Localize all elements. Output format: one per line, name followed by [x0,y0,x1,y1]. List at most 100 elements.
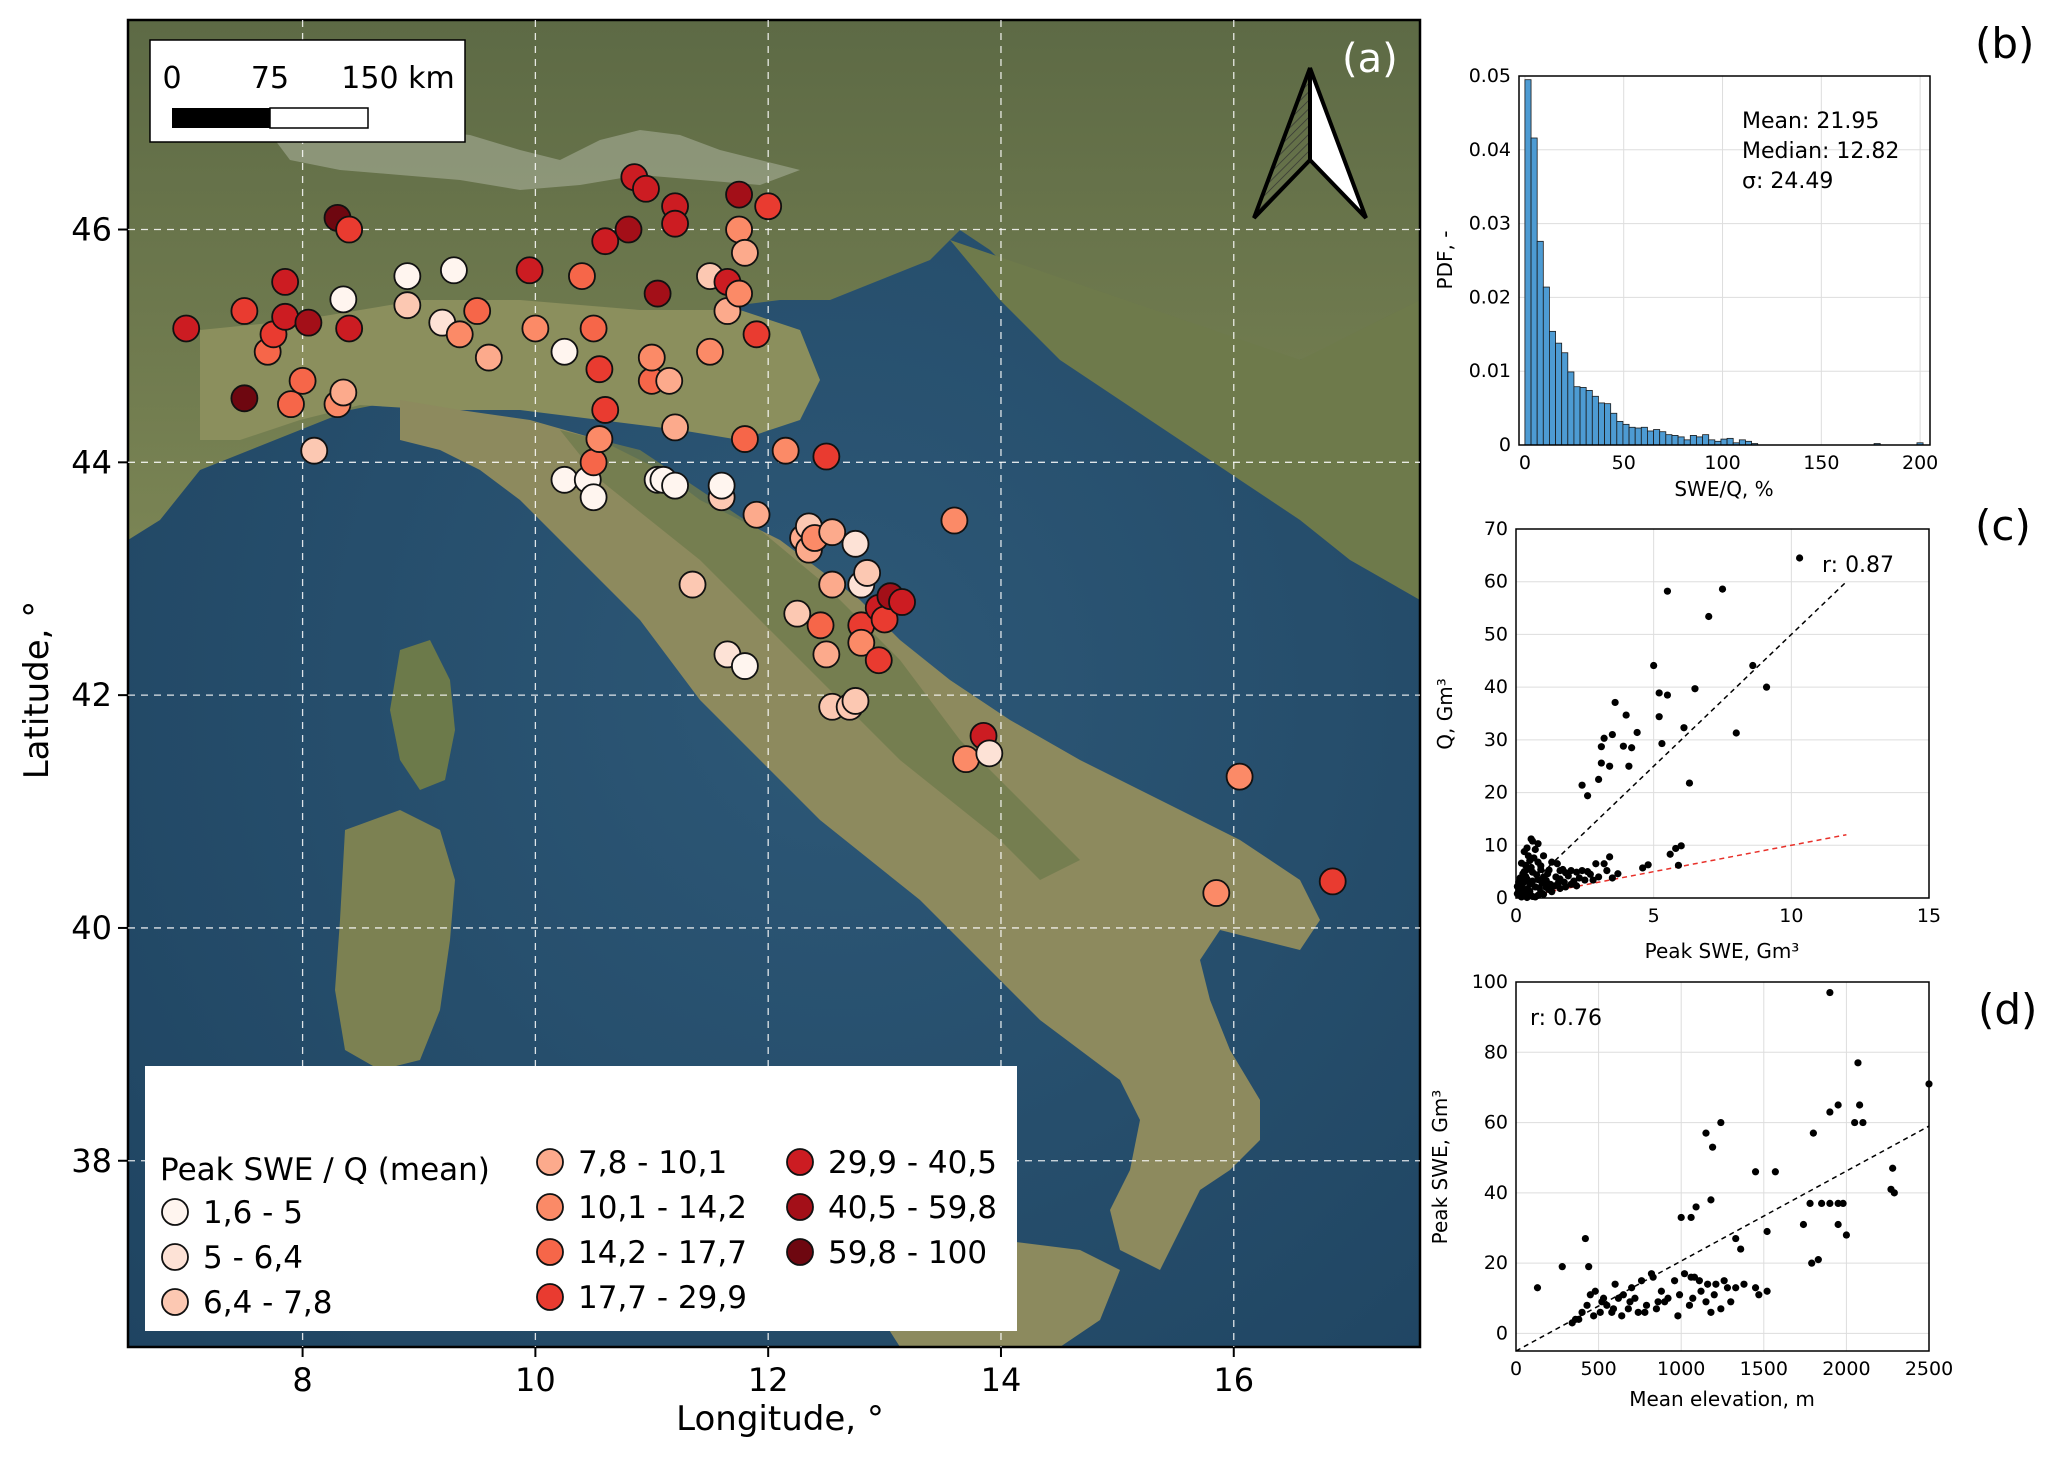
hist-bar [1665,434,1673,446]
c-point [1548,888,1556,896]
catchment-marker [579,314,608,343]
d-point [1755,1291,1763,1299]
c-point [1608,730,1616,739]
catchment-marker [335,314,364,343]
c-point [1531,845,1539,854]
d-point [1834,1101,1842,1109]
d-xtick-label: 1000 [1657,1358,1705,1380]
legend-swatch [161,1198,189,1226]
catchment-marker [975,739,1004,768]
d-point [1707,1308,1715,1316]
d-point [1818,1199,1826,1207]
catchment-marker [440,256,468,285]
d-point [1689,1294,1697,1302]
d-point [1732,1284,1740,1292]
catchment-marker [707,471,736,500]
hist-xtick-label: 200 [1902,452,1938,474]
d-grid [1515,981,1930,1351]
hist-bar [1653,429,1661,446]
d-point [1712,1280,1720,1288]
c-point [1586,870,1594,878]
catchment-marker [288,366,317,395]
hist-xtick-label: 150 [1803,452,1839,474]
d-point [1751,1168,1760,1176]
legend-swatch [536,1148,564,1176]
hist-bar [1738,439,1746,446]
d-point [1717,1118,1725,1127]
hist-bar [1708,439,1716,446]
catchment-marker [271,302,300,331]
d-point [1677,1213,1685,1222]
hist-bar [1573,386,1581,446]
catchment-marker [271,268,300,296]
catchment-marker [731,652,759,680]
map-ytick-label: 42 [71,676,112,714]
map-ytick-label: 38 [71,1142,112,1180]
d-point [1649,1273,1657,1281]
d-point [1826,1199,1834,1207]
d-xtick-label: 2000 [1822,1358,1870,1380]
d-point [1839,1199,1847,1207]
hist-bar [1671,435,1679,446]
panel-d: (d) 0 500 1000 1500 2000 2500 0 20 40 60 80 100 Mea… [1428,971,2037,1411]
d-point [1611,1280,1619,1288]
catchment-marker [655,366,684,395]
d-point [1670,1277,1679,1285]
legend-swatch [161,1243,189,1271]
catchment-marker [818,570,847,599]
catchment-marker [591,227,620,256]
d-point [1763,1227,1771,1236]
hist-bar [1659,431,1667,446]
hist-bar [1634,427,1642,446]
legend-label: 40,5 - 59,8 [828,1190,997,1226]
hist-xtick-label: 0 [1519,452,1531,474]
c-point [1628,744,1636,752]
panel-a: 8 10 12 14 16 38 40 42 44 46 Longitude, ° Latitud… [17,18,1422,1439]
c-point [1606,762,1614,770]
catchment-marker [864,646,893,675]
c-grid [1515,528,1930,899]
d-point [1578,1308,1586,1316]
d-ytick-label: 80 [1484,1041,1508,1063]
legend-swatch [786,1148,814,1176]
d-fit-line [1515,1125,1930,1352]
c-point [1572,882,1581,890]
c-point [1685,779,1694,787]
d-point [1799,1220,1808,1229]
catchment-marker [294,308,323,337]
catchment-marker [696,337,724,366]
d-point [1702,1129,1710,1137]
legend-label: 14,2 - 17,7 [578,1235,747,1271]
d-point [1664,1294,1672,1302]
d-point [1614,1294,1623,1302]
d-point [1590,1312,1598,1320]
c-point [1544,870,1552,878]
d-xtick-label: 1500 [1740,1358,1788,1380]
d-point [1732,1234,1740,1243]
map-xtick-label: 10 [515,1361,556,1399]
panel-b: (b) 0 50 100 150 200 0 0.01 0.02 0.03 0.04 0.05 SW… [1433,19,2034,501]
c-ylabel: Q, Gm³ [1433,678,1457,749]
legend-title: Peak SWE / Q (mean) [160,1152,490,1188]
catchment-marker [725,215,753,244]
c-point [1578,866,1586,875]
d-ytick-label: 40 [1484,1182,1508,1204]
c-ytick-label: 30 [1484,729,1508,751]
hist-ylabel: PDF, - [1433,231,1457,290]
d-point [1675,1291,1684,1299]
catchment-marker [771,436,800,465]
legend-swatch [536,1238,564,1266]
c-point [1522,861,1530,869]
catchment-marker [329,285,358,314]
c-points [1513,554,1804,902]
c-point [1655,713,1663,721]
catchment-marker [725,180,753,209]
d-point [1608,1308,1616,1316]
map-xtick-label: 16 [1213,1361,1254,1399]
d-points [1533,988,1933,1327]
c-point [1581,876,1589,884]
hist-bar [1628,426,1636,446]
map-tick-labels: 8 10 12 14 16 38 40 42 44 46 [71,211,1254,1399]
d-point [1692,1203,1700,1211]
